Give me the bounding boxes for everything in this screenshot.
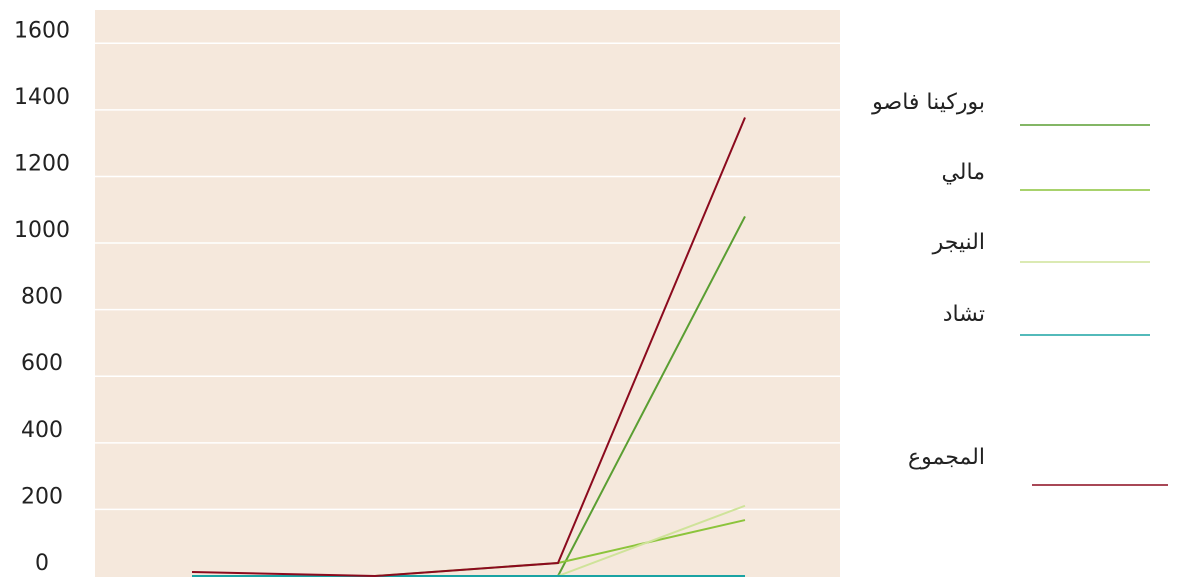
y-tick-label: 600 (21, 351, 63, 376)
legend-label: المجموع (908, 445, 985, 470)
legend-label: مالي (941, 160, 985, 185)
legend-label: بوركينا فاصو (871, 90, 985, 115)
y-tick-label: 400 (21, 418, 63, 443)
legend-label: النيجر (932, 230, 985, 255)
y-tick-label: 1600 (14, 18, 70, 43)
y-tick-label: 0 (35, 551, 49, 576)
legend-label: تشاد (943, 302, 985, 327)
y-tick-label: 1200 (14, 151, 70, 176)
plot-area (95, 10, 840, 577)
series-line (191, 117, 746, 577)
y-tick-label: 1000 (14, 218, 70, 243)
y-tick-label: 200 (21, 484, 63, 509)
y-tick-label: 800 (21, 285, 63, 310)
y-tick-label: 1400 (14, 85, 70, 110)
